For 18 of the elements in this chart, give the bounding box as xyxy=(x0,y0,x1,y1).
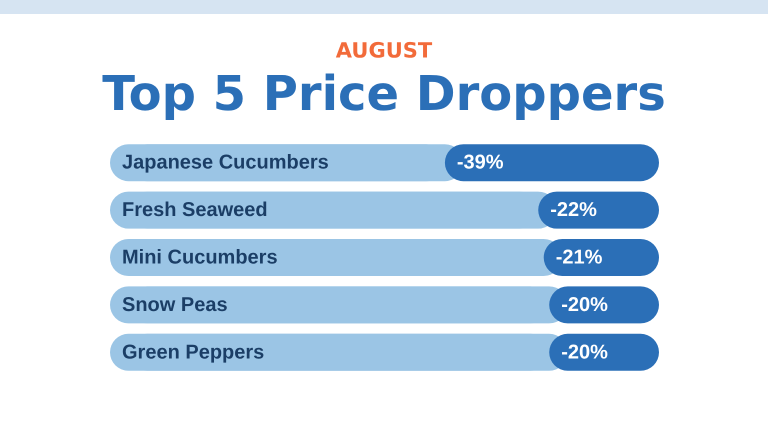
chart-title: Top 5 Price Droppers xyxy=(102,66,666,122)
bar xyxy=(110,286,550,324)
data-label: -21% xyxy=(556,246,603,268)
bar xyxy=(538,192,659,229)
y-tick-label: Green Peppers xyxy=(122,341,264,364)
bar xyxy=(444,144,659,182)
y-tick-label: Mini Cucumbers xyxy=(122,246,278,268)
bar xyxy=(110,239,544,276)
y-tick-label: Snow Peas xyxy=(122,294,228,316)
data-label: -22% xyxy=(550,199,598,222)
data-label: -39% xyxy=(456,152,504,174)
y-tick-label: Japanese Cucumbers xyxy=(122,152,329,174)
chart-subtitle: AUGUST xyxy=(336,38,433,62)
y-tick-label: Fresh Seaweed xyxy=(122,199,268,222)
data-label: -20% xyxy=(561,341,608,364)
bar xyxy=(110,192,538,229)
bar xyxy=(110,334,550,371)
data-label: -20% xyxy=(561,294,608,316)
